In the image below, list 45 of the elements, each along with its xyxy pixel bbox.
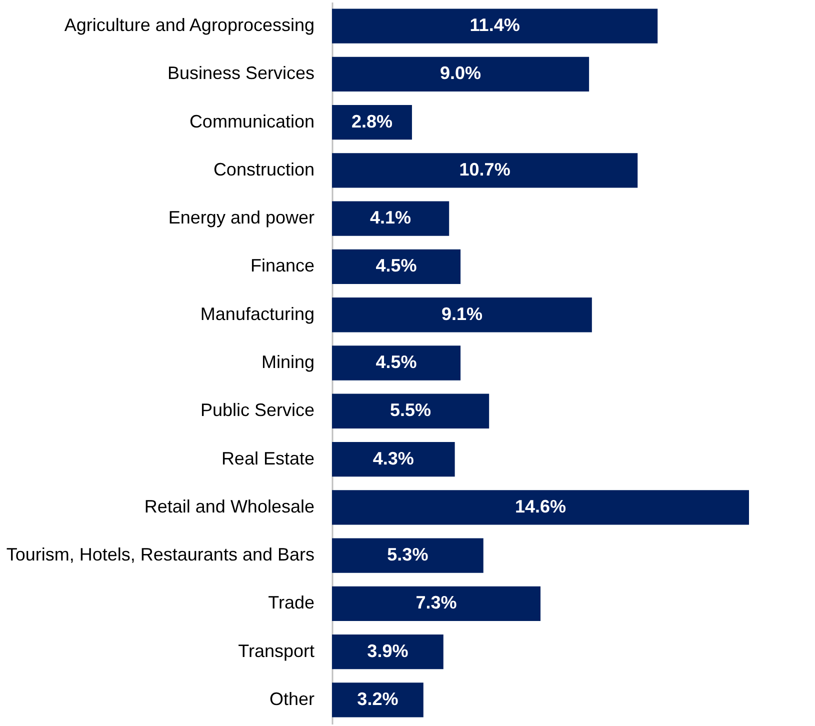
bar (332, 105, 412, 140)
data-label: 4.1% (370, 208, 412, 228)
bar (332, 682, 424, 718)
data-label: 7.3% (416, 592, 457, 613)
bar (332, 249, 461, 284)
bar (332, 490, 749, 525)
data-label: 3.2% (357, 688, 398, 709)
y-tick-label: Trade (268, 592, 314, 613)
y-tick-label: Manufacturing (200, 304, 314, 324)
bar (332, 8, 658, 44)
data-label: 11.4% (470, 15, 520, 36)
y-tick-label: Retail and Wholesale (144, 496, 314, 516)
y-tick-label: Business Services (167, 63, 314, 84)
y-tick-label: Energy and power (168, 208, 315, 228)
data-label: 10.7% (459, 159, 510, 180)
bar (332, 442, 455, 477)
y-tick-label: Finance (250, 256, 314, 276)
y-tick-label: Agriculture and Agroprocessing (64, 15, 314, 36)
data-label: 4.5% (376, 352, 417, 372)
bar (332, 56, 590, 92)
data-label: 2.8% (351, 111, 392, 132)
bar (332, 153, 638, 188)
bar (332, 586, 540, 621)
bar (332, 538, 484, 573)
bar (332, 394, 490, 428)
y-tick-label: Mining (261, 352, 314, 372)
y-tick-label: Real Estate (221, 448, 314, 468)
data-label: 9.0% (440, 63, 482, 84)
bar (332, 298, 592, 332)
bar (332, 634, 444, 670)
data-label: 14.6% (514, 496, 566, 516)
y-tick-label: Construction (213, 159, 314, 180)
data-label: 4.5% (376, 256, 417, 276)
data-label: 5.3% (387, 544, 428, 565)
bar (332, 201, 450, 236)
y-tick-label: Communication (189, 111, 314, 132)
y-tick-label: Transport (238, 640, 314, 661)
data-label: 4.3% (372, 448, 414, 468)
data-label: 3.9% (367, 640, 408, 661)
y-tick-label: Public Service (200, 400, 314, 420)
bar (332, 346, 461, 380)
y-tick-label: Other (269, 688, 314, 709)
y-tick-label: Tourism, Hotels, Restaurants and Bars (6, 544, 314, 565)
data-label: 5.5% (390, 400, 432, 420)
data-label: 9.1% (441, 304, 482, 324)
